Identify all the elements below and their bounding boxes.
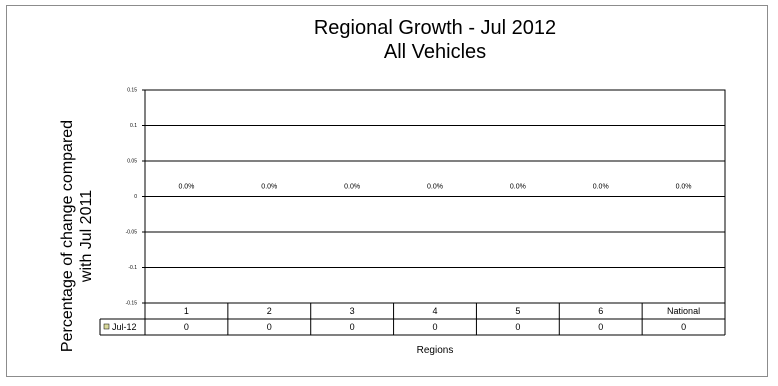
chart-subtitle: All Vehicles bbox=[383, 41, 487, 63]
table-value: 0 bbox=[515, 322, 520, 332]
y-tick-label: 0 bbox=[134, 194, 137, 200]
data-label: 0.0% bbox=[344, 184, 360, 191]
table-value: 0 bbox=[681, 322, 686, 332]
table-value: 0 bbox=[432, 322, 437, 332]
table-category-label: 4 bbox=[432, 306, 437, 316]
y-tick-label: 0.15 bbox=[127, 88, 137, 94]
y-tick-label: 0.05 bbox=[127, 159, 137, 165]
x-axis-label: Regions bbox=[416, 345, 454, 356]
table-value: 0 bbox=[350, 322, 355, 332]
chart-frame bbox=[6, 5, 768, 377]
table-category-label: 3 bbox=[350, 306, 355, 316]
y-tick-label: 0.1 bbox=[130, 123, 137, 129]
table-category-label: 6 bbox=[598, 306, 603, 316]
table-category-label: National bbox=[667, 306, 700, 316]
y-tick-label: -0.05 bbox=[126, 230, 138, 236]
table-value: 0 bbox=[267, 322, 272, 332]
y-tick-label: -0.1 bbox=[128, 265, 137, 271]
data-label: 0.0% bbox=[178, 184, 194, 191]
table-category-label: 1 bbox=[184, 306, 189, 316]
table-category-label: 2 bbox=[267, 306, 272, 316]
data-label: 0.0% bbox=[427, 184, 443, 191]
data-label: 0.0% bbox=[510, 184, 526, 191]
legend-label: Jul-12 bbox=[112, 322, 137, 332]
table-value: 0 bbox=[184, 322, 189, 332]
y-tick-label: -0.15 bbox=[126, 301, 138, 307]
data-label: 0.0% bbox=[593, 184, 609, 191]
chart-title: Regional Growth - Jul 2012 bbox=[313, 17, 557, 39]
data-label: 0.0% bbox=[676, 184, 692, 191]
data-label: 0.0% bbox=[261, 184, 277, 191]
legend-swatch bbox=[103, 323, 110, 330]
table-category-label: 5 bbox=[515, 306, 520, 316]
table-value: 0 bbox=[598, 322, 603, 332]
